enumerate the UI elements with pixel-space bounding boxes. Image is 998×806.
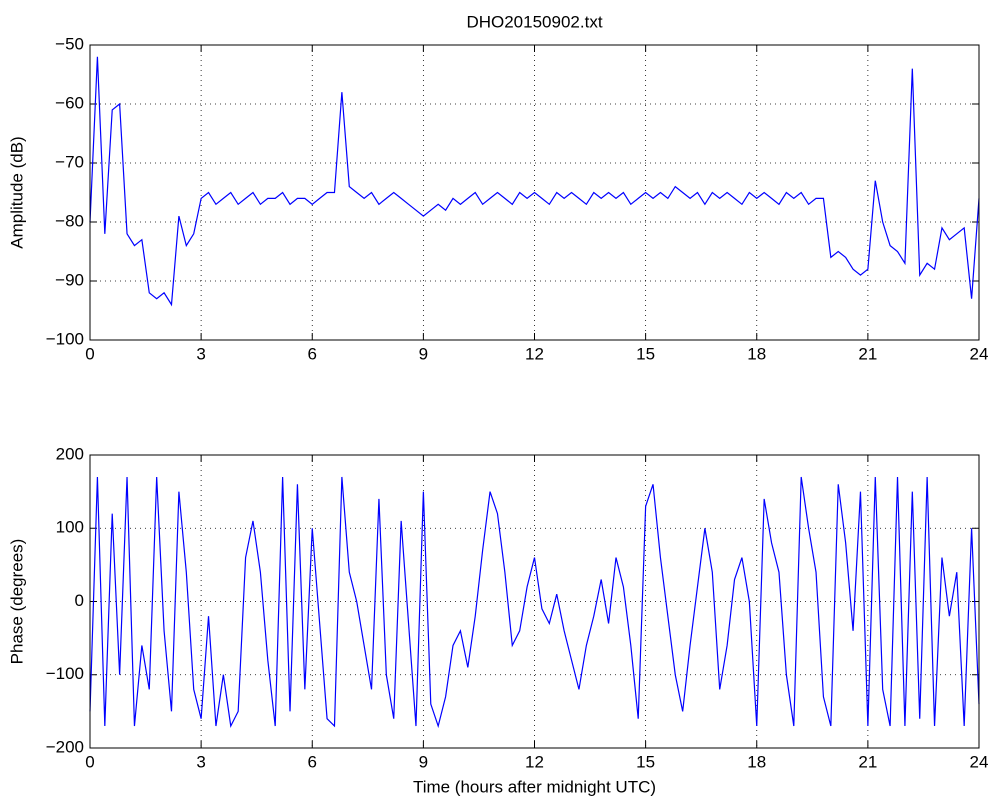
- x-tick-label: 9: [419, 344, 428, 363]
- x-tick-label: 15: [636, 752, 655, 771]
- x-axis-label: Time (hours after midnight UTC): [413, 777, 656, 796]
- x-tick-label: 6: [308, 344, 317, 363]
- y-tick-label: −80: [55, 211, 84, 230]
- x-tick-label: 0: [85, 752, 94, 771]
- y-tick-label: −200: [46, 737, 84, 756]
- x-tick-label: 12: [525, 344, 544, 363]
- data-line: [89, 56, 980, 307]
- x-tick-label: 21: [858, 752, 877, 771]
- y-axis-label: Amplitude (dB): [7, 136, 26, 248]
- axes-box: [89, 44, 980, 341]
- y-tick-label: 0: [75, 591, 84, 610]
- x-tick-label: 18: [747, 344, 766, 363]
- x-tick-label: 6: [308, 752, 317, 771]
- y-tick-label: 200: [56, 444, 84, 463]
- y-tick-label: −100: [46, 664, 84, 683]
- data-line: [89, 476, 980, 729]
- axes-box: [89, 454, 980, 749]
- y-tick-label: −90: [55, 270, 84, 289]
- x-tick-label: 21: [858, 344, 877, 363]
- y-tick-label: −100: [46, 329, 84, 348]
- y-tick-label: 100: [56, 518, 84, 537]
- x-tick-label: 18: [747, 752, 766, 771]
- y-tick-label: −60: [55, 93, 84, 112]
- x-tick-label: 15: [636, 344, 655, 363]
- y-tick-label: −50: [55, 34, 84, 53]
- chart-title: DHO20150902.txt: [466, 12, 602, 31]
- x-tick-label: 24: [970, 752, 989, 771]
- x-tick-label: 3: [196, 344, 205, 363]
- x-tick-label: 9: [419, 752, 428, 771]
- x-tick-label: 3: [196, 752, 205, 771]
- y-axis-label: Phase (degrees): [7, 539, 26, 665]
- y-tick-label: −70: [55, 152, 84, 171]
- x-tick-label: 12: [525, 752, 544, 771]
- x-tick-label: 24: [970, 344, 989, 363]
- x-tick-label: 0: [85, 344, 94, 363]
